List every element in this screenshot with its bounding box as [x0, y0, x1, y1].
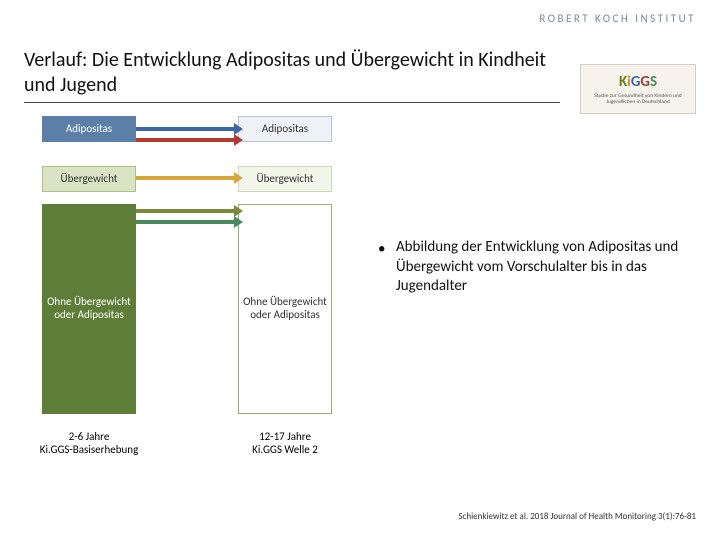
logo-letter-g2: G [640, 73, 650, 91]
box-adipositas-left: Adipositas [42, 116, 136, 142]
box-uebergewicht-left: Übergewicht [42, 166, 136, 192]
bullet-point: • Abbildung der Entwicklung von Adiposit… [396, 238, 692, 297]
flow-arrow-5 [136, 220, 236, 224]
logo-letter-s: S [650, 73, 657, 91]
x-label-right-line2: Ki.GGS Welle 2 [220, 443, 350, 456]
development-diagram: Adipositas Übergewicht Ohne Übergewicht … [24, 116, 364, 476]
slide-title: Verlauf: Die Entwicklung Adipositas und … [24, 48, 560, 103]
box-uebergewicht-right: Übergewicht [238, 166, 332, 192]
x-label-right-line1: 12-17 Jahre [220, 430, 350, 443]
bullet-text: Abbildung der Entwicklung von Adipositas… [396, 238, 678, 295]
kiggs-logo-text: KiGGS [619, 73, 657, 91]
box-adipositas-right: Adipositas [238, 116, 332, 142]
x-label-left-line2: Ki.GGS-Basiserhebung [24, 443, 154, 456]
brand-label: ROBERT KOCH INSTITUT [539, 12, 696, 25]
x-label-left-line1: 2-6 Jahre [24, 430, 154, 443]
x-label-left: 2-6 Jahre Ki.GGS-Basiserhebung [24, 430, 154, 456]
kiggs-logo-subtitle: Studie zur Gesundheit von Kindern und Ju… [581, 93, 695, 105]
logo-letter-g1: G [631, 73, 641, 91]
flow-arrow-1 [136, 127, 236, 131]
title-block: Verlauf: Die Entwicklung Adipositas und … [24, 48, 560, 103]
citation: Schienkiewitz et al. 2018 Journal of Hea… [458, 511, 696, 522]
x-label-right: 12-17 Jahre Ki.GGS Welle 2 [220, 430, 350, 456]
box-ohne-left: Ohne Übergewicht oder Adipositas [42, 204, 136, 414]
box-ohne-right: Ohne Übergewicht oder Adipositas [238, 204, 332, 414]
flow-arrow-3 [136, 176, 236, 180]
flow-arrow-2 [136, 138, 236, 142]
bullet-dot-icon: • [378, 240, 385, 260]
flow-arrow-4 [136, 209, 236, 213]
logo-letter-k: K [619, 73, 627, 91]
kiggs-logo: KiGGS Studie zur Gesundheit von Kindern … [580, 64, 696, 114]
